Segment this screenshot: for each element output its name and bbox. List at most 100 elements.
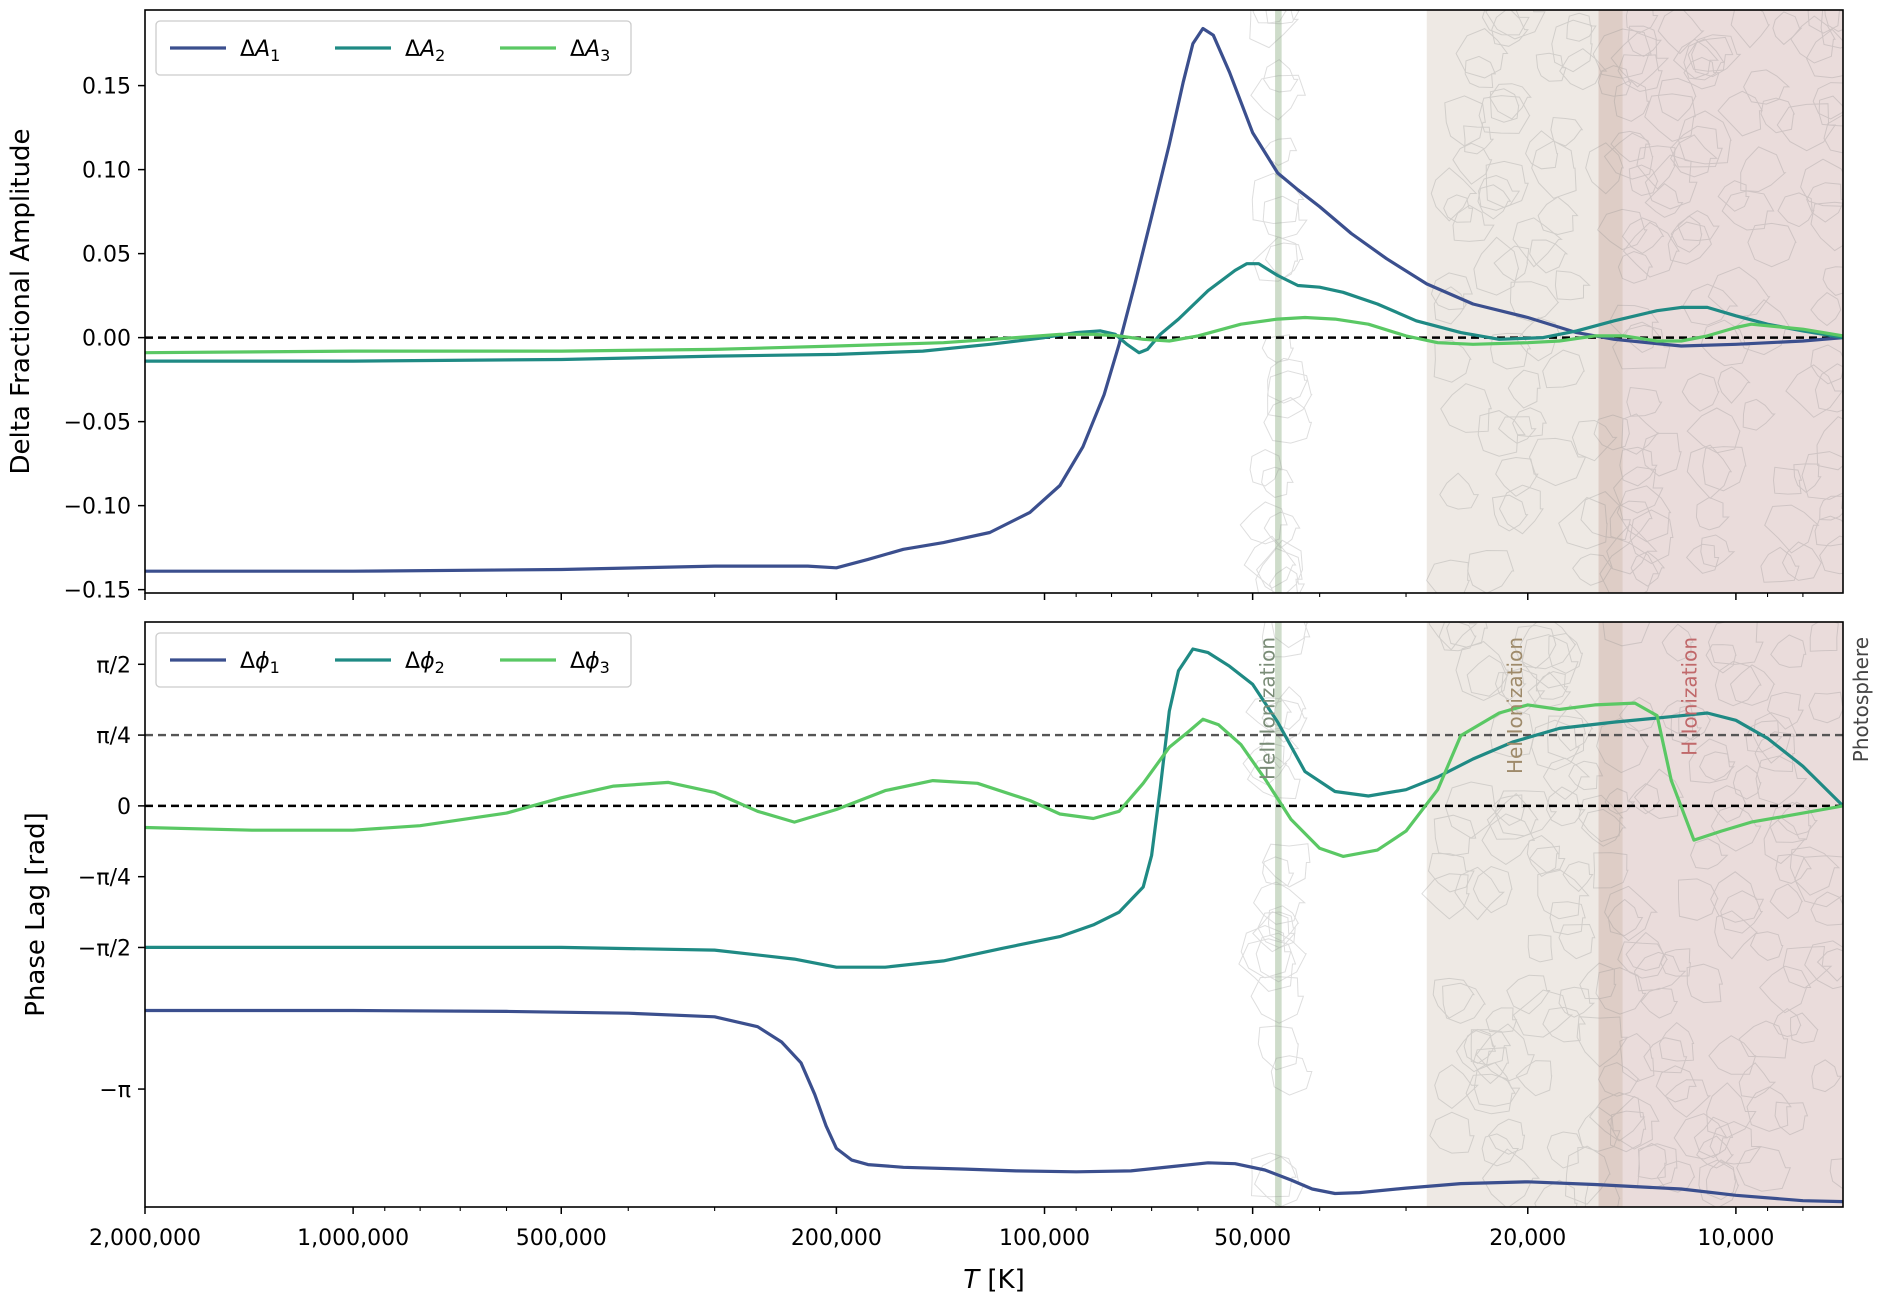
texture-cell <box>1660 700 1694 734</box>
texture-cell <box>1733 299 1792 356</box>
texture-cell <box>1808 691 1843 724</box>
texture-cell <box>1421 873 1470 920</box>
texture-cell <box>1571 419 1618 462</box>
texture-cell <box>1746 1086 1792 1132</box>
texture-cell <box>1489 707 1535 758</box>
texture-cell <box>1454 866 1505 921</box>
texture-cell <box>1509 281 1560 322</box>
texture-cell <box>1700 534 1736 568</box>
texture-cell <box>1564 1145 1611 1205</box>
phase-legend-label-1: Δϕ1 <box>240 649 280 677</box>
texture-cell <box>1706 1082 1757 1139</box>
texture-cell <box>1257 911 1296 949</box>
texture-cell <box>1438 622 1477 652</box>
texture-cell <box>1705 644 1737 674</box>
texture-cell <box>1261 334 1295 363</box>
texture-cell <box>1489 88 1520 123</box>
texture-cell <box>1729 664 1776 706</box>
texture-cell <box>1683 56 1720 90</box>
phase-cell-texture <box>1238 622 1843 1207</box>
texture-cell <box>1760 546 1800 583</box>
texture-cell <box>1467 549 1515 593</box>
texture-cell <box>1829 1158 1843 1190</box>
texture-cell <box>1262 137 1298 166</box>
amp-series-line-1 <box>145 26 1843 573</box>
texture-cell <box>1546 1131 1584 1169</box>
texture-cell <box>1738 1020 1789 1059</box>
texture-cell <box>1628 783 1661 815</box>
texture-cell <box>1439 472 1480 510</box>
texture-cell <box>1558 986 1596 1018</box>
xtick-label: 200,000 <box>791 1226 882 1251</box>
texture-cell <box>1491 10 1529 47</box>
texture-cell <box>1477 174 1521 211</box>
texture-cell <box>1621 217 1665 254</box>
texture-cell <box>1263 396 1313 444</box>
texture-cell <box>1781 541 1823 581</box>
texture-cell <box>1670 710 1703 744</box>
texture-cell <box>1816 948 1843 982</box>
texture-cell <box>1252 911 1296 953</box>
texture-cell <box>1814 515 1843 547</box>
texture-cell <box>1240 924 1292 979</box>
texture-cell <box>1498 484 1544 535</box>
texture-cell <box>1677 110 1732 165</box>
amp-legend-label-2: ΔA2 <box>405 37 445 65</box>
region-label: HeII Ionization <box>1256 637 1280 780</box>
texture-cell <box>1613 79 1650 122</box>
phase-legend-label-3: Δϕ3 <box>570 649 610 677</box>
texture-cell <box>1677 210 1720 242</box>
texture-cell <box>1629 509 1674 565</box>
texture-cell <box>1640 987 1679 1019</box>
texture-cell <box>1617 941 1668 979</box>
texture-cell <box>1477 410 1526 457</box>
phase-region-overlap <box>1598 622 1623 1207</box>
texture-cell <box>1693 1116 1734 1159</box>
region-label: HeI Ionization <box>1503 637 1527 774</box>
xtick-label: 2,000,000 <box>89 1226 201 1251</box>
texture-cell <box>1485 160 1529 208</box>
texture-cell <box>1707 622 1764 665</box>
texture-cell <box>1255 932 1307 983</box>
amp-panel: 0.15 0.10 0.05 0.00 −0.05 −0.10 −0.15 Delta Fra… <box>6 9 1844 604</box>
texture-cell <box>1440 383 1493 433</box>
texture-cell <box>1642 432 1682 477</box>
texture-cell <box>1269 566 1306 593</box>
amp-legend-label-1: ΔA1 <box>240 37 280 65</box>
texture-cell <box>1568 760 1604 791</box>
texture-cell <box>1790 1012 1819 1044</box>
texture-cell <box>1597 65 1632 97</box>
phase-legend-label-2: Δϕ2 <box>405 649 445 677</box>
texture-cell <box>1702 446 1747 492</box>
texture-cell <box>1558 923 1596 960</box>
texture-cell <box>1812 82 1843 120</box>
texture-cell <box>1261 622 1311 658</box>
texture-cell <box>1740 146 1787 193</box>
texture-cell <box>1597 1062 1640 1097</box>
phase-legend-box <box>155 632 632 688</box>
phase-ytick-label: π/4 <box>96 724 131 749</box>
texture-cell <box>1789 846 1841 896</box>
texture-cell <box>1516 317 1563 362</box>
texture-cell <box>1472 1047 1509 1085</box>
texture-cell <box>1572 553 1613 586</box>
texture-cell <box>1529 239 1569 274</box>
texture-cell <box>1710 871 1765 923</box>
texture-cell <box>1655 1065 1697 1103</box>
texture-cell <box>1738 1062 1777 1099</box>
texture-cell <box>1270 1055 1313 1096</box>
texture-cell <box>1577 1106 1621 1152</box>
texture-cell <box>1429 1111 1475 1154</box>
texture-cell <box>1760 97 1796 134</box>
texture-cell <box>1239 501 1288 545</box>
texture-cell <box>1621 413 1659 455</box>
texture-cell <box>1589 1091 1646 1142</box>
texture-cell <box>1432 977 1475 1019</box>
texture-cell <box>1515 1060 1553 1097</box>
phase-series-line-2 <box>145 647 1843 969</box>
texture-cell <box>1562 861 1594 893</box>
xtick-label: 20,000 <box>1489 1226 1566 1251</box>
texture-cell <box>1542 1006 1587 1043</box>
texture-cell <box>1664 1079 1712 1118</box>
